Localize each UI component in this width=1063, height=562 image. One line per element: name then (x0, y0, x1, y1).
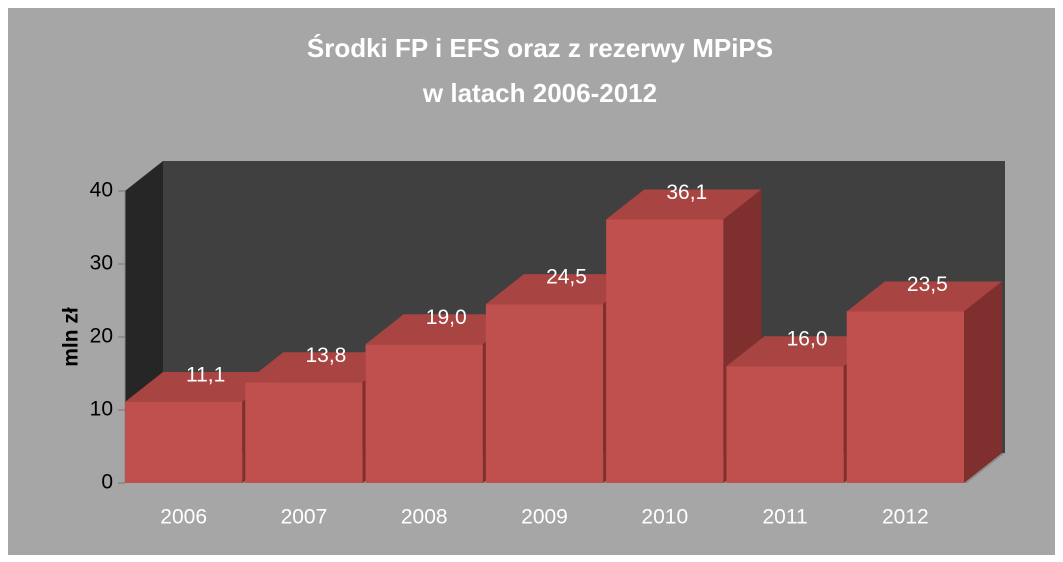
bar (846, 311, 964, 483)
bar (726, 366, 844, 483)
y-tick-label: 10 (90, 398, 113, 421)
x-tick-label: 2010 (641, 506, 688, 529)
value-label: 16,0 (787, 328, 828, 351)
x-tick-label: 2008 (401, 506, 448, 529)
bar (606, 219, 724, 483)
x-tick-label: 2012 (882, 506, 929, 529)
value-label: 13,8 (305, 344, 346, 367)
value-label: 19,0 (426, 306, 467, 329)
chart-title: Środki FP i EFS oraz z rezerwy MPiPS (307, 33, 773, 63)
value-label: 24,5 (546, 266, 587, 289)
x-tick-label: 2011 (762, 506, 807, 529)
bar-top (245, 352, 401, 383)
chart-subtitle: w latach 2006-2012 (422, 78, 657, 108)
bar (485, 304, 604, 483)
bar-top (485, 274, 642, 305)
x-tick-label: 2007 (281, 506, 328, 529)
bar-top (606, 189, 762, 220)
bar-side (964, 281, 1002, 483)
x-tick-label: 2009 (521, 506, 568, 529)
bar (125, 401, 243, 483)
y-tick-label: 30 (90, 252, 113, 275)
bar (245, 382, 363, 483)
value-label: 36,1 (666, 181, 707, 204)
bar-top (726, 336, 882, 367)
value-label: 11,1 (186, 364, 225, 387)
bar-top (846, 281, 1002, 312)
bar-top (365, 314, 521, 345)
bar-top (125, 371, 281, 402)
value-label: 23,5 (907, 273, 948, 296)
y-tick-label: 0 (101, 471, 113, 494)
y-axis-label: mln zł (60, 307, 83, 367)
y-tick-label: 20 (90, 325, 113, 348)
y-tick-label: 40 (90, 179, 113, 202)
x-tick-label: 2006 (160, 506, 207, 529)
bar (365, 344, 483, 483)
